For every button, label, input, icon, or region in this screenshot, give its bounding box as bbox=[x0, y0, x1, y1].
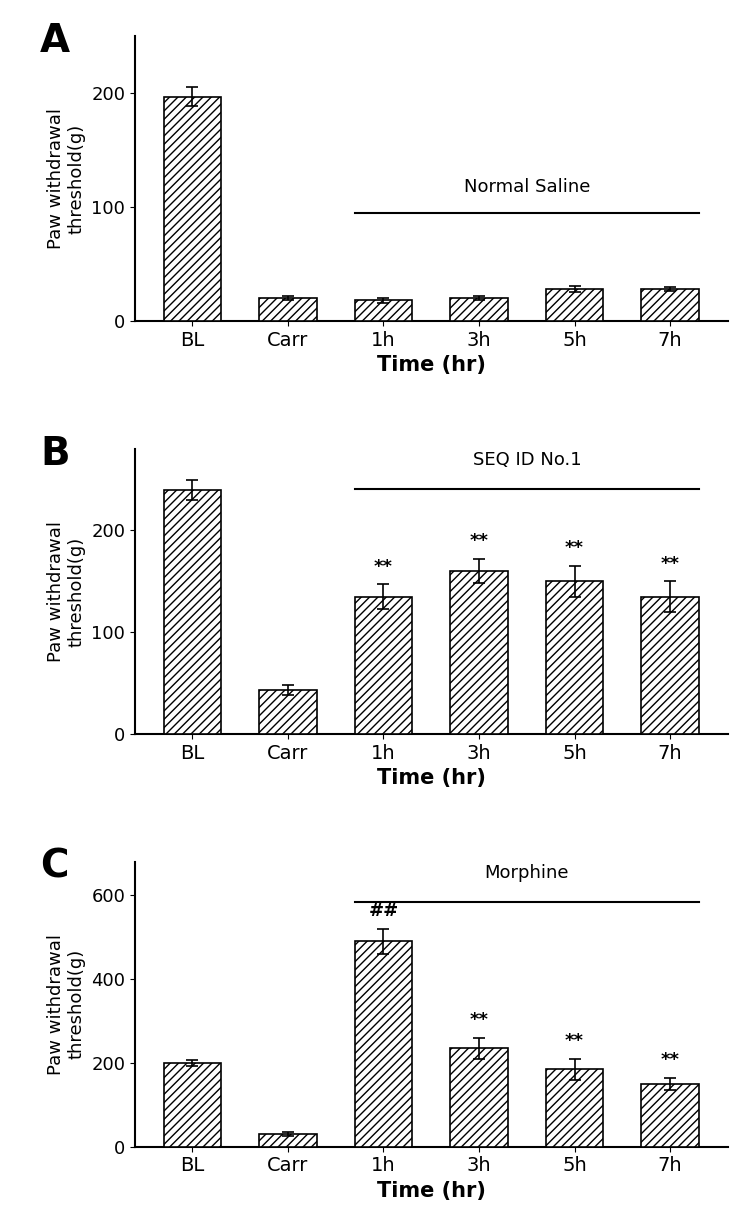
Bar bbox=[450, 571, 508, 734]
Bar bbox=[546, 1069, 603, 1147]
Bar bbox=[355, 596, 413, 734]
Bar bbox=[641, 288, 699, 321]
Bar bbox=[546, 288, 603, 321]
X-axis label: Time (hr): Time (hr) bbox=[376, 355, 486, 375]
Bar bbox=[641, 596, 699, 734]
Bar bbox=[260, 1135, 316, 1147]
Text: Normal Saline: Normal Saline bbox=[464, 177, 590, 196]
Text: A: A bbox=[40, 22, 70, 60]
Text: **: ** bbox=[565, 540, 584, 558]
Bar bbox=[546, 582, 603, 734]
Y-axis label: Paw withdrawal
threshold(g): Paw withdrawal threshold(g) bbox=[47, 521, 86, 661]
Text: **: ** bbox=[470, 1011, 488, 1030]
Bar bbox=[164, 1063, 221, 1147]
Text: ##: ## bbox=[368, 903, 398, 921]
Bar bbox=[450, 1048, 508, 1147]
Bar bbox=[260, 298, 316, 321]
Text: **: ** bbox=[470, 532, 488, 550]
Bar bbox=[355, 301, 413, 321]
Bar bbox=[641, 1084, 699, 1147]
X-axis label: Time (hr): Time (hr) bbox=[376, 1180, 486, 1201]
Text: SEQ ID No.1: SEQ ID No.1 bbox=[472, 451, 581, 470]
Text: **: ** bbox=[661, 555, 680, 572]
Y-axis label: Paw withdrawal
threshold(g): Paw withdrawal threshold(g) bbox=[47, 934, 86, 1074]
Bar bbox=[164, 97, 221, 321]
Text: **: ** bbox=[565, 1032, 584, 1050]
Bar bbox=[260, 690, 316, 734]
Text: **: ** bbox=[374, 558, 393, 576]
Bar bbox=[355, 941, 413, 1147]
Bar bbox=[164, 490, 221, 734]
Text: **: ** bbox=[661, 1051, 680, 1069]
Text: Morphine: Morphine bbox=[484, 864, 569, 882]
X-axis label: Time (hr): Time (hr) bbox=[376, 768, 486, 788]
Text: B: B bbox=[40, 435, 70, 473]
Text: C: C bbox=[40, 847, 69, 886]
Y-axis label: Paw withdrawal
threshold(g): Paw withdrawal threshold(g) bbox=[47, 109, 86, 249]
Bar bbox=[450, 298, 508, 321]
